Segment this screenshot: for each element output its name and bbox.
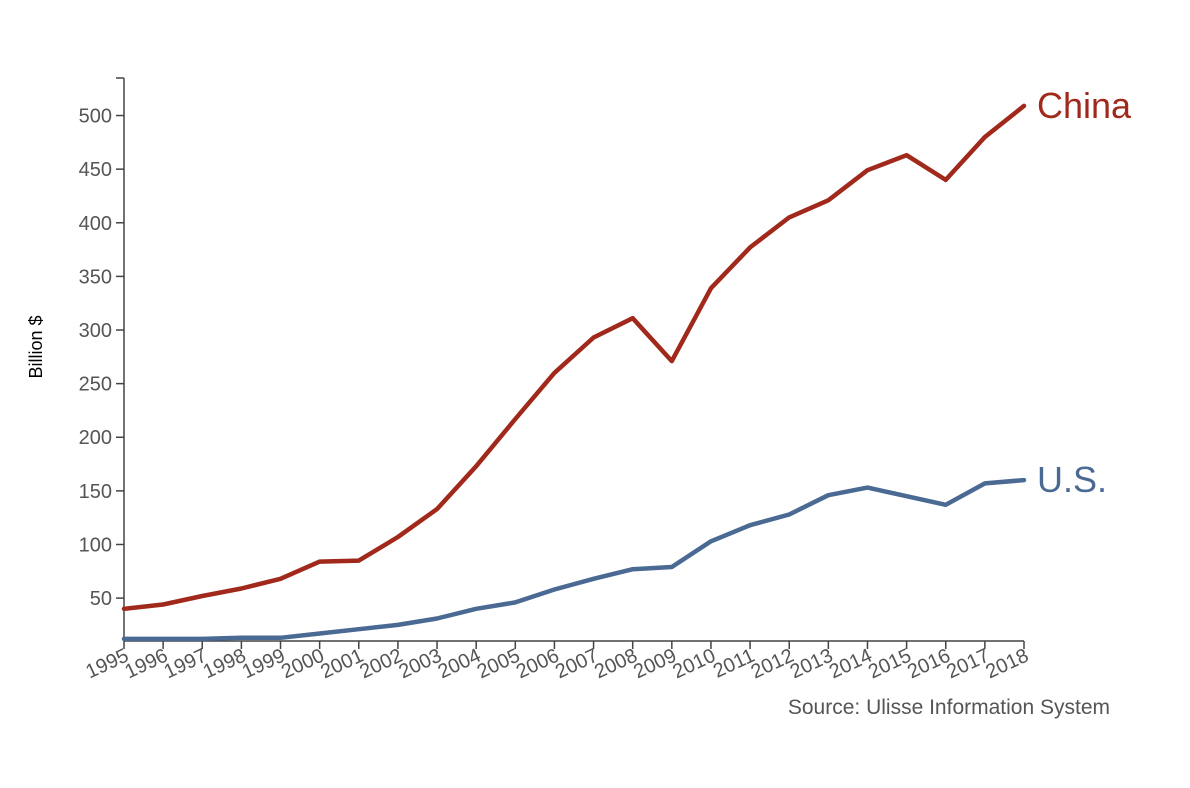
y-tick-label: 500 (79, 106, 112, 128)
y-tick-label: 100 (79, 534, 112, 556)
y-ticks: 50 100 150 200 250 300 350 400 450 500 (79, 77, 124, 610)
y-tick-label: 400 (79, 213, 112, 235)
series-line-china (121, 103, 1027, 612)
y-tick-label: 150 (79, 481, 112, 503)
y-axis-title: Billion $ (26, 315, 46, 378)
y-tick-label: 250 (79, 374, 112, 396)
y-tick-label: 350 (79, 266, 112, 288)
series-group: China U.S. (121, 85, 1132, 642)
y-tick-label: 200 (79, 427, 112, 449)
y-tick-label: 50 (90, 588, 112, 610)
series-label: China (1037, 85, 1132, 126)
series-label: U.S. (1037, 459, 1107, 500)
y-tick-label: 450 (79, 159, 112, 181)
source-note: Source: Ulisse Information System (788, 696, 1110, 719)
x-tick-label: 2018 (982, 645, 1032, 684)
y-axis: 50 100 150 200 250 300 350 400 450 500 (79, 77, 125, 641)
x-axis: 1995199619971998199920002001200220032004… (82, 640, 1032, 683)
y-tick-label: 300 (79, 320, 112, 342)
x-ticks: 1995199619971998199920002001200220032004… (82, 641, 1032, 683)
series-line-u-s (121, 477, 1027, 642)
